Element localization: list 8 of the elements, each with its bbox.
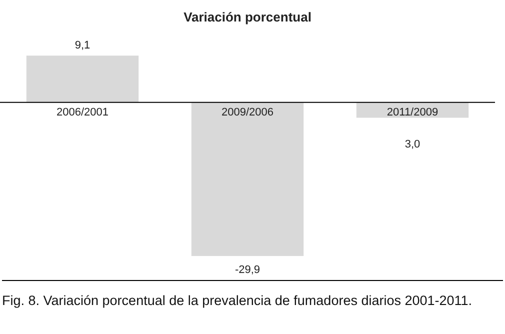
x-tick-label: 2006/2001 (56, 106, 108, 118)
x-tick-label: 2009/2006 (222, 106, 274, 118)
data-label: 9,1 (74, 40, 90, 52)
data-label: -29,9 (234, 264, 260, 276)
caption: Fig. 8. Variación porcentual de la prevalencia de fumadores diarios 2001-2011. (2, 280, 503, 308)
annotation: 3,0 (404, 138, 420, 150)
chart-title: Variación porcentual (184, 9, 312, 24)
x-tick-label: 2011/2009 (386, 106, 438, 118)
